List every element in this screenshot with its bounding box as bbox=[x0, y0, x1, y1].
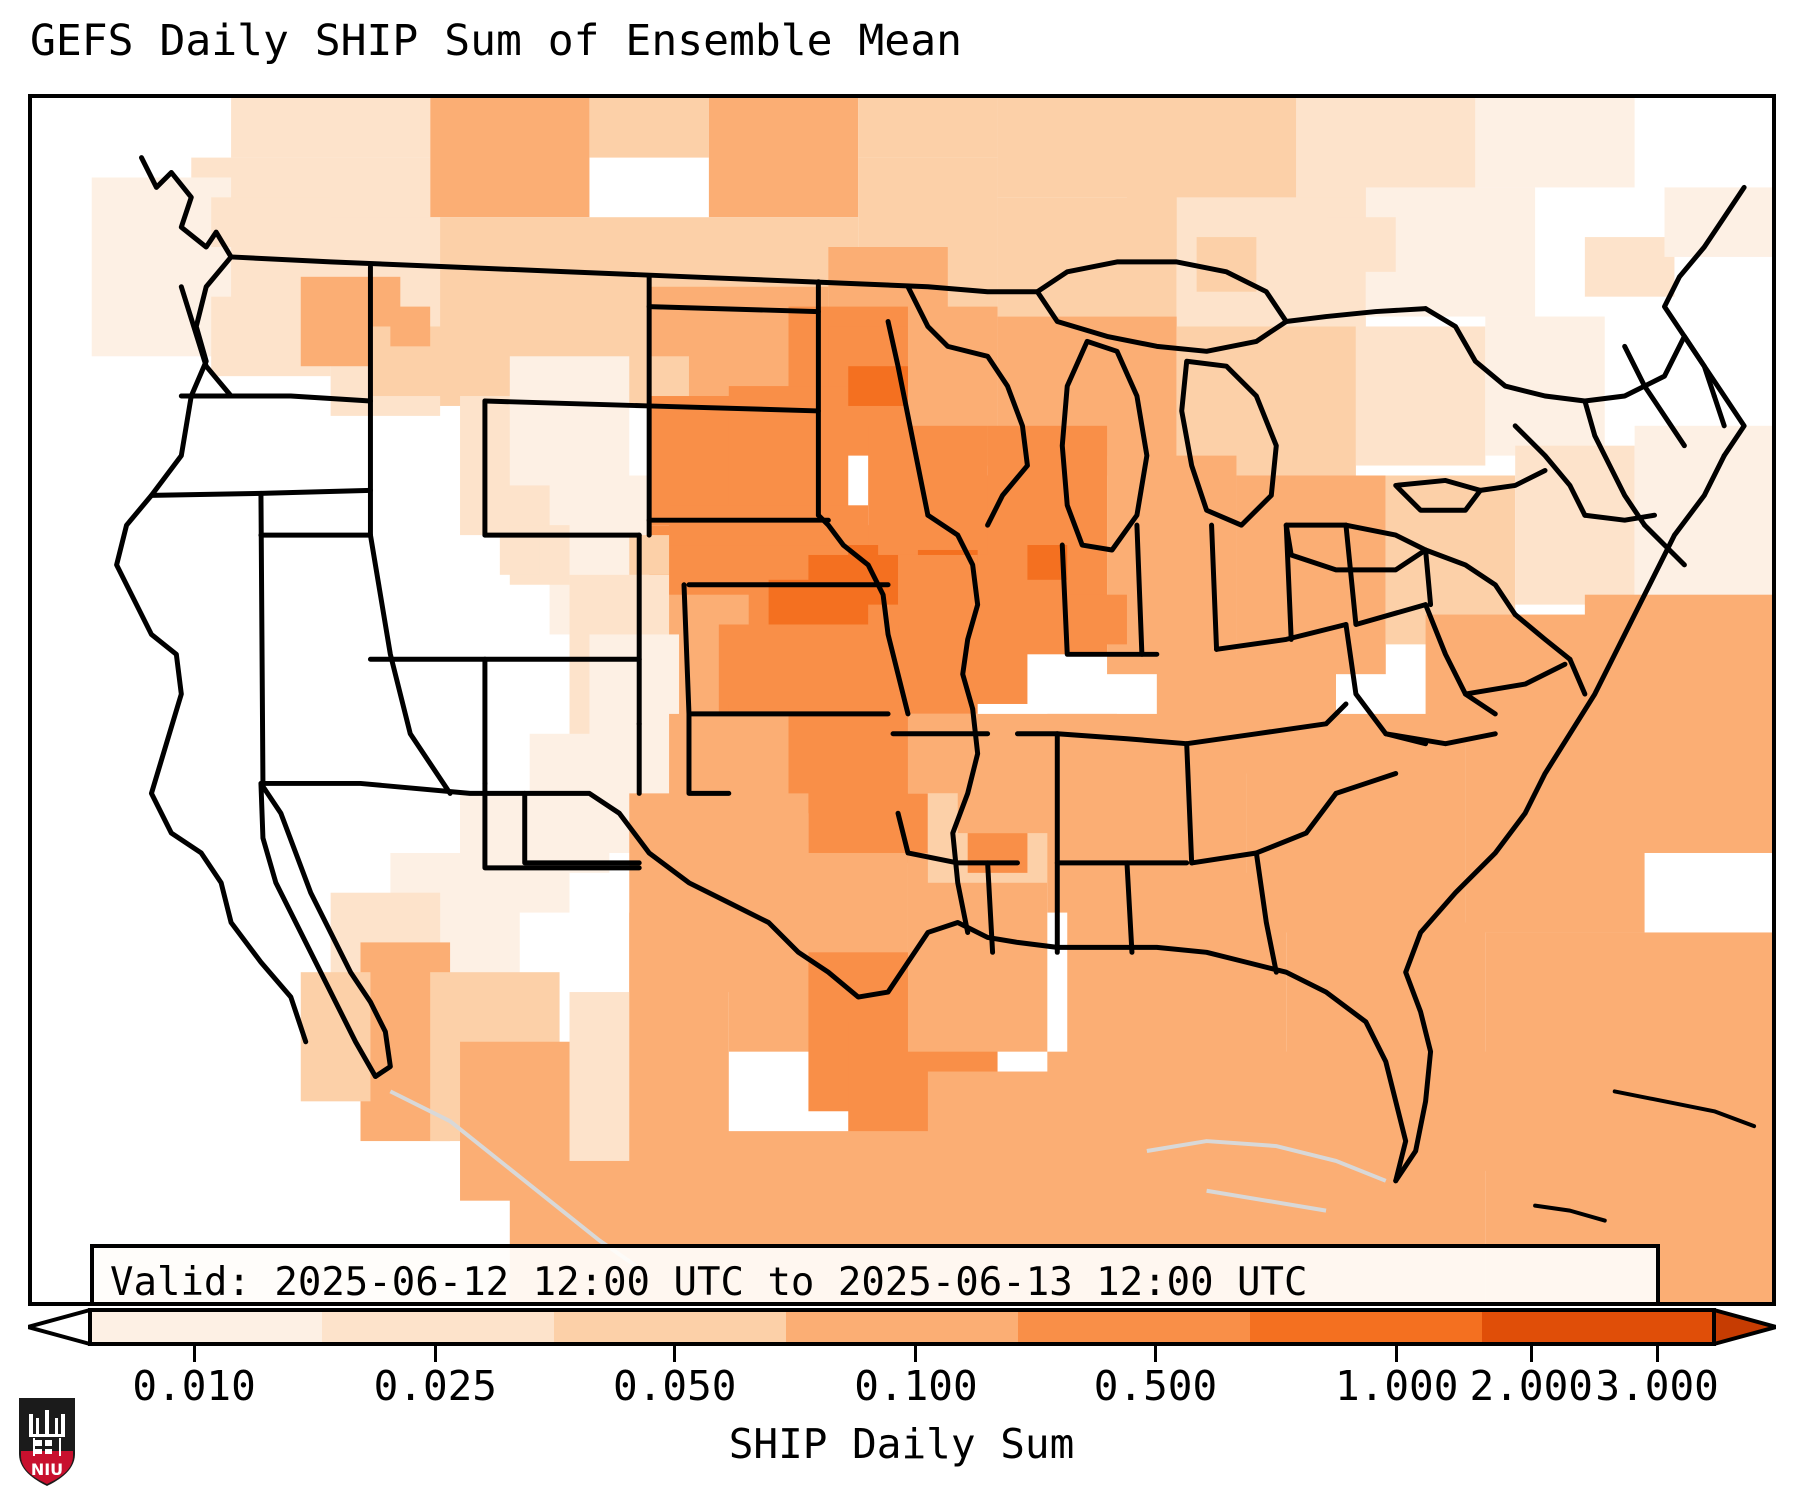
colorbar-tick bbox=[1153, 1344, 1157, 1362]
colorbar-tick-label: 1.000 bbox=[1334, 1362, 1459, 1410]
colorbar-band bbox=[1018, 1310, 1251, 1344]
colorbar-tick bbox=[914, 1344, 918, 1362]
niu-logo: NIU bbox=[17, 1396, 77, 1488]
colorbar-band bbox=[1482, 1310, 1715, 1344]
colorbar-tick-label: 0.025 bbox=[373, 1362, 497, 1410]
info-valid-line: Valid: 2025-06-12 12:00 UTC to 2025-06-1… bbox=[110, 1260, 1308, 1305]
colorbar-tick-label: 0.100 bbox=[854, 1362, 978, 1410]
niu-logo-svg: NIU bbox=[19, 1398, 75, 1486]
colorbar-under-arrow bbox=[28, 1308, 92, 1346]
colorbar-tick-label: 0.010 bbox=[132, 1362, 256, 1410]
colorbar-axis-label: SHIP Daily Sum bbox=[728, 1420, 1075, 1468]
map-panel[interactable]: Valid: 2025-06-12 12:00 UTC to 2025-06-1… bbox=[28, 94, 1776, 1306]
map-geography bbox=[114, 155, 1757, 1223]
colorbar[interactable] bbox=[28, 1308, 1776, 1346]
colorbar-tick bbox=[433, 1344, 437, 1362]
colorbar-tick-label: 0.500 bbox=[1093, 1362, 1218, 1410]
colorbar-tick-label: 2.000 bbox=[1469, 1362, 1593, 1410]
colorbar-band bbox=[786, 1310, 1019, 1344]
page-title: GEFS Daily SHIP Sum of Ensemble Mean bbox=[30, 16, 962, 66]
colorbar-tick-label: 0.050 bbox=[613, 1362, 737, 1410]
colorbar-tick-labels: 0.010 0.025 0.050 0.100 0.500 1.000 2.000 3.000 bbox=[0, 1362, 1803, 1414]
info-box: Valid: 2025-06-12 12:00 UTC to 2025-06-1… bbox=[90, 1244, 1660, 1305]
colorbar-band bbox=[1250, 1310, 1483, 1344]
colorbar-tick-label: 3.000 bbox=[1595, 1362, 1719, 1410]
colorbar-over-arrow bbox=[1712, 1308, 1776, 1346]
colorbar-tick bbox=[192, 1344, 196, 1362]
colorbar-band bbox=[322, 1310, 555, 1344]
colorbar-band bbox=[554, 1310, 787, 1344]
colorbar-bands bbox=[90, 1310, 1715, 1344]
map-svg bbox=[32, 98, 1772, 1302]
colorbar-tick bbox=[1655, 1344, 1659, 1362]
colorbar-svg bbox=[28, 1308, 1776, 1346]
colorbar-tick bbox=[673, 1344, 677, 1362]
colorbar-band bbox=[90, 1310, 323, 1344]
colorbar-tick bbox=[1395, 1344, 1399, 1362]
colorbar-ticks bbox=[28, 1344, 1776, 1362]
colorbar-tick bbox=[1529, 1344, 1533, 1362]
niu-logo-text: NIU bbox=[31, 1460, 63, 1479]
